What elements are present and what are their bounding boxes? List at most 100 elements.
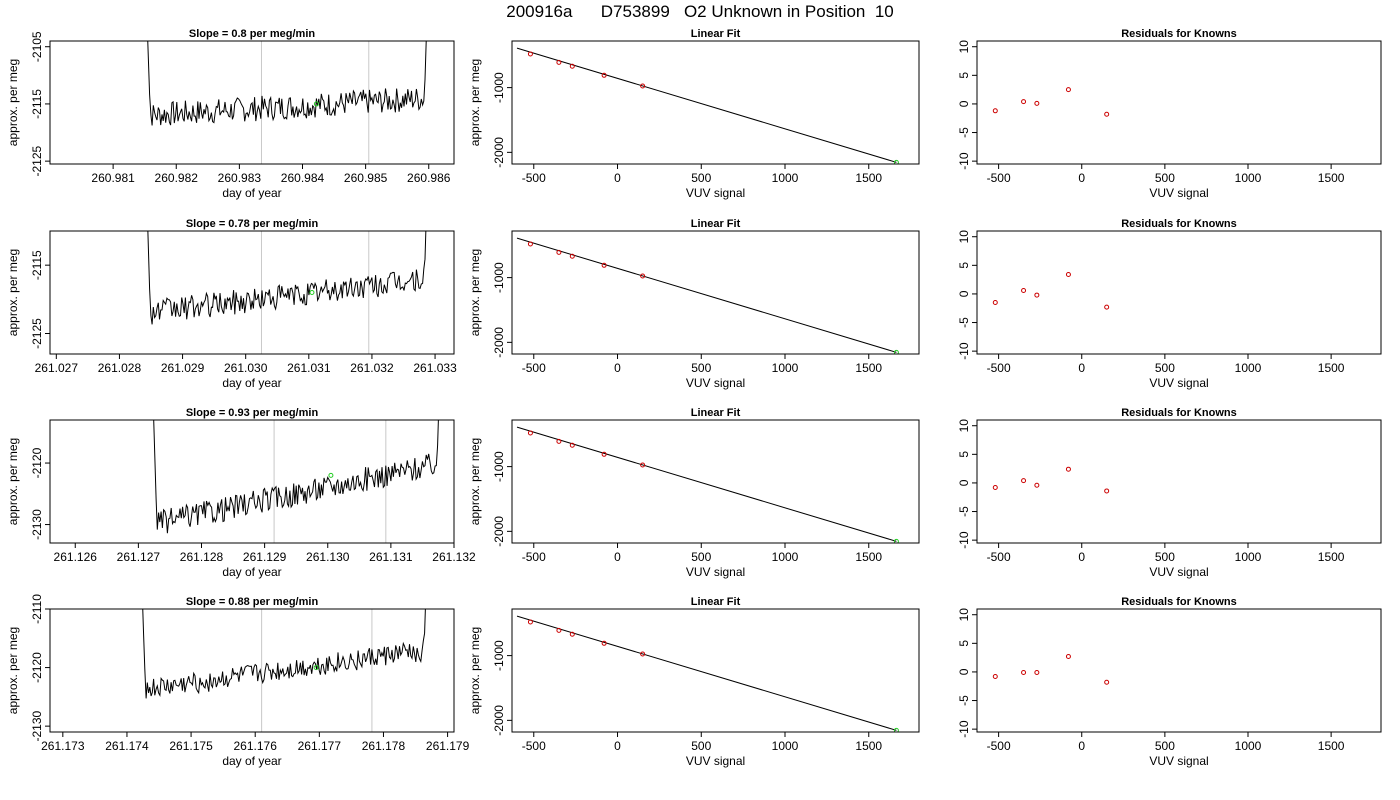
x-tick-label: 261.033 <box>413 361 457 375</box>
x-tick-label: 1500 <box>855 550 882 564</box>
panel-title: Residuals for Knowns <box>1121 28 1237 40</box>
plot-frame <box>511 230 920 355</box>
x-tick-label: 260.984 <box>281 171 325 185</box>
series-line <box>147 231 427 325</box>
y-tick-label: 10 <box>957 40 971 54</box>
y-tick-label: 5 <box>957 640 971 647</box>
plot-frame <box>49 608 455 733</box>
known-point <box>1034 482 1040 488</box>
plot-area <box>516 615 899 732</box>
known-point <box>527 241 533 247</box>
known-point <box>992 108 998 114</box>
x-tick-label: 261.128 <box>180 550 224 564</box>
x-axis-label: day of year <box>222 376 281 390</box>
x-tick-label: 1500 <box>1318 171 1345 185</box>
y-tick-label: -1000 <box>492 72 506 103</box>
y-tick-label: -2110 <box>30 594 44 624</box>
x-axis-label: VUV signal <box>686 565 745 579</box>
plot-area <box>992 466 1110 494</box>
panel-title: Slope = 0.88 per meg/min <box>186 596 319 608</box>
x-tick-label: 260.982 <box>155 171 199 185</box>
plot-frame <box>49 40 455 165</box>
x-tick-label: 261.131 <box>369 550 413 564</box>
plot-area <box>142 609 426 732</box>
x-tick-label: 1000 <box>1235 550 1262 564</box>
y-tick-label: 5 <box>957 262 971 269</box>
unknown-point <box>313 665 319 671</box>
x-axis-label: VUV signal <box>686 754 745 768</box>
x-tick-label: 1500 <box>1318 361 1345 375</box>
known-point <box>1021 287 1027 293</box>
page-title: 200916a D753899 O2 Unknown in Position 1… <box>506 2 894 21</box>
known-point <box>527 430 533 436</box>
known-point <box>527 619 533 625</box>
fit-line <box>516 47 897 163</box>
x-tick-label: -500 <box>522 739 546 753</box>
y-tick-label: 10 <box>957 419 971 433</box>
x-tick-label: 500 <box>691 739 711 753</box>
x-tick-label: 260.986 <box>407 171 451 185</box>
known-point <box>569 63 575 69</box>
x-tick-label: -500 <box>987 739 1011 753</box>
x-tick-label: 500 <box>1155 739 1175 753</box>
y-tick-label: -2120 <box>30 447 44 478</box>
panel-r4-c2: Linear Fit -500 0 500 1000 1500 -1000 -2000 VUV … <box>468 596 920 768</box>
plot-frame <box>511 608 920 733</box>
plot-area <box>516 237 899 354</box>
x-tick-label: 0 <box>1078 739 1085 753</box>
unknown-point <box>328 472 334 478</box>
known-point <box>640 273 646 279</box>
panel-title: Residuals for Knowns <box>1121 596 1237 608</box>
x-axis-label: day of year <box>222 754 281 768</box>
plot-area <box>516 426 899 543</box>
panel-r1-c2: Linear Fit -500 0 500 1000 1500 -1000 -2000 VUV … <box>468 28 920 200</box>
panel-r2-c2: Linear Fit -500 0 500 1000 1500 -1000 -2000 VUV … <box>468 218 920 390</box>
y-axis-label: approx. per meg <box>6 438 20 525</box>
y-axis-label: approx. per meg <box>6 627 20 714</box>
x-axis-label: VUV signal <box>1149 565 1208 579</box>
x-tick-label: 1000 <box>1235 361 1262 375</box>
series-line <box>142 609 426 699</box>
y-tick-label: -10 <box>957 531 971 549</box>
x-axis-label: VUV signal <box>1149 186 1208 200</box>
y-tick-label: 0 <box>957 290 971 297</box>
y-tick-label: -10 <box>957 152 971 170</box>
y-tick-label: -5 <box>957 506 971 517</box>
x-tick-label: 1000 <box>772 739 799 753</box>
known-point <box>1034 670 1040 676</box>
y-axis-label: approx. per meg <box>468 438 482 525</box>
unknown-point <box>313 101 319 107</box>
y-tick-label: -2000 <box>492 137 506 168</box>
panel-title: Linear Fit <box>691 218 741 230</box>
known-point <box>1104 488 1110 494</box>
x-tick-label: 500 <box>691 361 711 375</box>
y-tick-label: -2000 <box>492 705 506 736</box>
known-point <box>1104 111 1110 117</box>
x-tick-label: 1000 <box>772 361 799 375</box>
panel-title: Residuals for Knowns <box>1121 407 1237 419</box>
known-point <box>556 249 562 255</box>
known-point <box>601 72 607 78</box>
y-axis-label: approx. per meg <box>6 59 20 146</box>
panel-r1-c3: Residuals for Knowns -500 0 500 1000 1500 10 5 0… <box>957 28 1382 200</box>
panel-r4-c3: Residuals for Knowns -500 0 500 1000 1500 10 5 0… <box>957 596 1382 768</box>
panel-r3-c2: Linear Fit -500 0 500 1000 1500 -1000 -2000 VUV … <box>468 407 920 579</box>
fit-line <box>516 237 897 353</box>
y-tick-label: 0 <box>957 668 971 675</box>
x-tick-label: -500 <box>987 361 1011 375</box>
x-tick-label: -500 <box>522 550 546 564</box>
x-tick-label: 0 <box>614 550 621 564</box>
plot-area <box>147 41 427 164</box>
y-tick-label: -2125 <box>30 318 44 349</box>
x-tick-label: 0 <box>1078 361 1085 375</box>
x-tick-label: 261.028 <box>98 361 142 375</box>
panel-title: Linear Fit <box>691 596 741 608</box>
plot-frame <box>511 419 920 544</box>
panel-r2-c3: Residuals for Knowns -500 0 500 1000 1500 10 5 0… <box>957 218 1382 390</box>
known-point <box>1065 87 1071 93</box>
unknown-point <box>893 727 899 732</box>
x-tick-label: 260.983 <box>218 171 262 185</box>
y-tick-label: -2115 <box>30 89 44 119</box>
known-point <box>1034 292 1040 298</box>
x-tick-label: 1000 <box>772 550 799 564</box>
